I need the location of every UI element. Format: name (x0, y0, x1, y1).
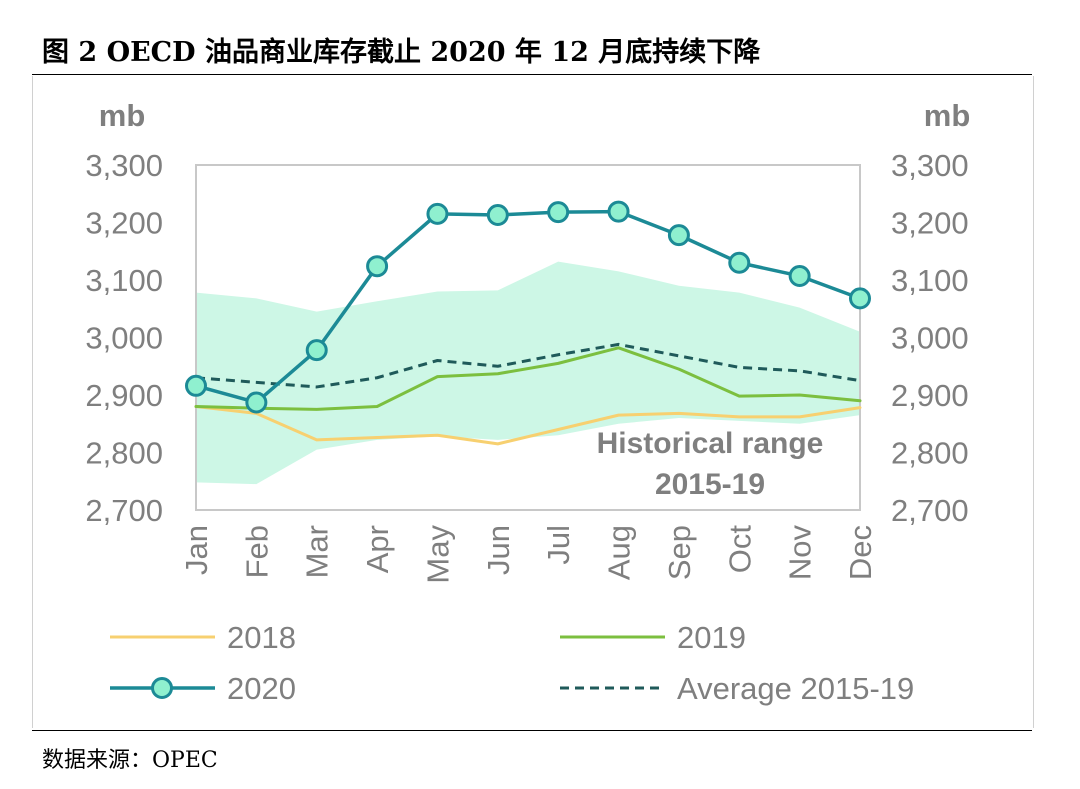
top-rule (32, 74, 1032, 75)
legend-label-average-2015-19: Average 2015-19 (677, 671, 914, 706)
bottom-rule (32, 730, 1032, 731)
y-tick-left-2-700: 2,700 (85, 493, 163, 528)
historical-range-label: Historical range (597, 427, 824, 460)
chart-legend: 2018 2019 2020 Average 2015-19 (110, 620, 914, 706)
y-tick-right-2-700: 2,700 (891, 493, 969, 528)
x-tick-jul: Jul (541, 525, 576, 565)
series-line-2018 (194, 405, 862, 446)
x-tick-sep: Sep (662, 525, 697, 580)
source-note: 数据来源：OPEC (42, 748, 218, 773)
marker-2020-apr (366, 255, 389, 278)
left-axis-unit: mb (99, 98, 146, 133)
marker-2020-aug (607, 200, 630, 223)
x-tick-jun: Jun (481, 525, 516, 575)
marker-2020-mar (305, 339, 328, 362)
legend-label-2018: 2018 (227, 620, 296, 655)
y-tick-right-2-900: 2,900 (891, 378, 969, 413)
x-tick-feb: Feb (239, 525, 274, 578)
marker-2020-sep (667, 224, 690, 247)
y-tick-left-3-000: 3,000 (85, 321, 163, 356)
marker-2020-nov (788, 264, 811, 287)
series-layer (185, 200, 871, 446)
right-y-axis: 2,700 2,800 2,900 3,000 3,100 3,200 3,300 (891, 148, 969, 528)
marker-2020-oct (728, 251, 751, 274)
marker-2020-dec (849, 287, 871, 310)
y-tick-left-3-300: 3,300 (85, 148, 163, 183)
y-tick-left-3-200: 3,200 (85, 206, 163, 241)
marker-2020-may (426, 202, 449, 225)
y-tick-left-3-100: 3,100 (85, 263, 163, 298)
y-tick-left-2-900: 2,900 (85, 378, 163, 413)
x-tick-oct: Oct (722, 525, 757, 574)
legend-label-2020: 2020 (227, 671, 296, 706)
x-axis: Jan Feb Mar Apr May Jun Jul Aug Sep Oct Nov Dec (179, 525, 878, 584)
figure-caption: 图 2 OECD 油品商业库存截止 2020 年 12 月底持续下降 (42, 37, 761, 68)
x-tick-apr: Apr (360, 525, 395, 573)
legend-label-2019: 2019 (677, 620, 746, 655)
marker-2020-jul (547, 201, 570, 224)
series-line-average-2015-19 (195, 342, 861, 389)
x-tick-dec: Dec (843, 525, 878, 580)
legend-marker-2020 (151, 677, 173, 699)
y-tick-right-3-200: 3,200 (891, 206, 969, 241)
y-tick-right-2-800: 2,800 (891, 436, 969, 471)
plot-area-border (195, 164, 861, 511)
historical-range-band (196, 261, 860, 485)
y-tick-right-3-000: 3,000 (891, 321, 969, 356)
y-tick-left-2-800: 2,800 (85, 436, 163, 471)
marker-2020-jan (185, 374, 207, 397)
series-line-2019 (194, 346, 862, 411)
x-tick-mar: Mar (300, 525, 335, 578)
x-tick-aug: Aug (602, 525, 637, 580)
x-tick-jan: Jan (179, 525, 214, 575)
historical-range-years: 2015-19 (655, 468, 765, 501)
marker-2020-jun (486, 204, 509, 227)
left-y-axis: 2,700 2,800 2,900 3,000 3,100 3,200 3,300 (85, 148, 163, 528)
y-tick-right-3-100: 3,100 (891, 263, 969, 298)
y-tick-right-3-300: 3,300 (891, 148, 969, 183)
chart-frame (32, 76, 1034, 728)
x-tick-may: May (420, 525, 455, 584)
marker-2020-feb (245, 391, 268, 414)
x-tick-nov: Nov (783, 525, 818, 581)
right-axis-unit: mb (924, 98, 971, 133)
